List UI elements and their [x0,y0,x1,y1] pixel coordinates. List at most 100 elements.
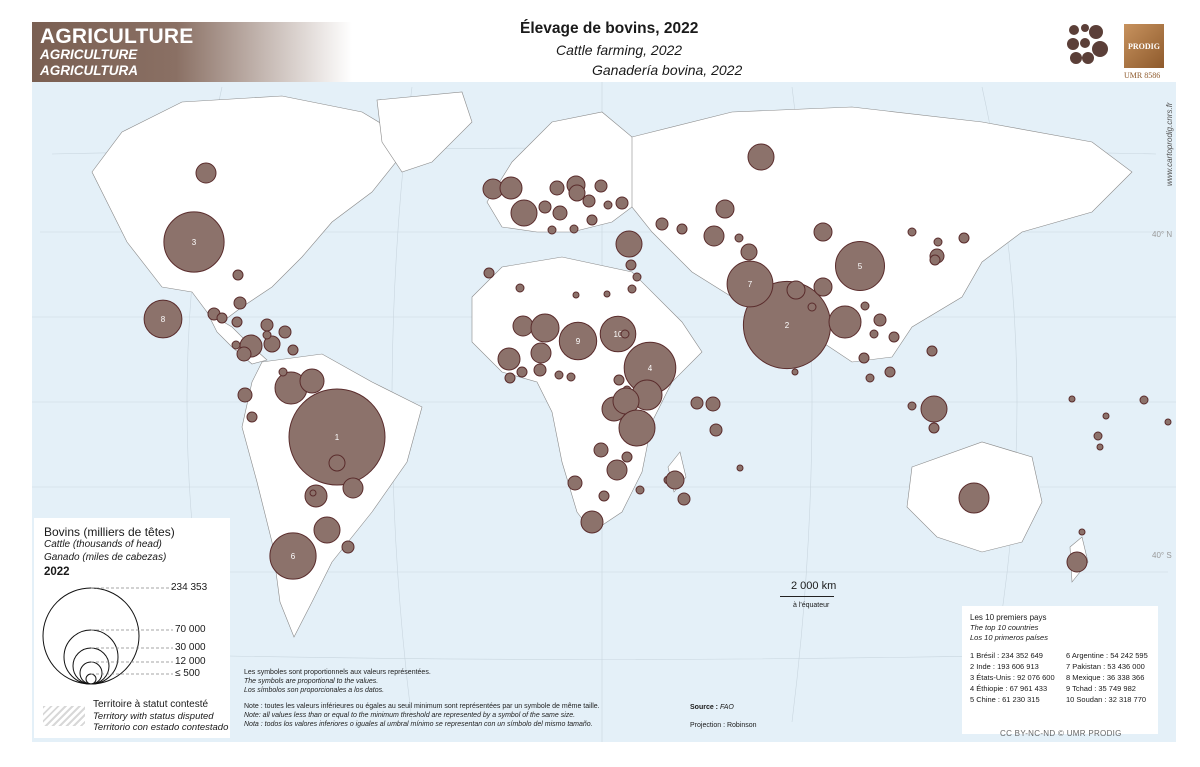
cattle-symbol [582,194,596,208]
cattle-symbol [216,312,228,324]
category-band [32,22,352,82]
cattle-symbol [618,409,656,447]
cattle-symbol [299,368,325,394]
legend-value-max: 234 353 [171,582,208,593]
cattle-symbol [958,482,990,514]
cattle-symbol-rank-label: 3 [192,238,197,247]
top10-row: 2 Inde : 193 606 913 [970,662,1039,671]
cattle-symbol-10 [599,315,637,353]
projection-label: Projection : Robinson [690,722,757,729]
cattle-symbol [572,291,580,299]
category-fr: AGRICULTURE [40,25,194,48]
top10-box: Les 10 premiers pays The top 10 countrie… [962,606,1158,734]
note-min-en: Note: all values less than or equal to t… [244,712,576,719]
top10-row: 10 Soudan : 32 318 770 [1066,695,1147,704]
cattle-symbol [313,516,341,544]
source-value: FAO [719,704,734,711]
scale-value: 2 000 km [791,580,837,592]
cattle-symbol [621,451,633,463]
legend-value-12000: 12 000 [175,656,206,667]
disputed-label-es: Territorio con estado contestado [93,722,229,733]
cattle-symbol [958,232,970,244]
cattle-symbol [530,313,560,343]
legend-circle-30000 [72,647,110,685]
cattle-symbol [929,254,941,266]
cattle-symbol [504,372,516,384]
cattle-symbol [620,329,630,339]
cattle-symbol-rank-label: 7 [748,280,753,289]
cattle-symbol-6 [269,532,317,580]
note-prop-fr: Les symboles sont proportionnels aux val… [244,669,431,676]
cattle-symbol [606,459,628,481]
legend-value-30000: 30 000 [175,642,206,653]
note-min-fr: Note : toutes les valeurs inférieures ou… [244,703,600,710]
cattle-symbol [1096,443,1104,451]
cattle-symbol-rank-label: 2 [785,321,790,330]
top10-row: 1 Brésil : 234 352 649 [970,651,1043,660]
cattle-symbol [594,179,608,193]
cattle-symbol [813,277,833,297]
cattle-symbol [231,340,241,350]
cattle-symbol [1164,418,1172,426]
cattle-symbol [593,442,609,458]
cattle-symbol [309,489,317,497]
note-prop-en: The symbols are proportional to the valu… [244,678,379,685]
cattle-symbol [516,366,528,378]
cattle-symbol [625,259,637,271]
cattle-symbol [676,223,688,235]
cattle-symbol-rank-label: 5 [858,262,863,271]
disputed-label-en: Territory with status disputed [93,711,214,722]
cattle-symbol [632,272,642,282]
lat-label-40n: 40° N [1152,230,1173,239]
source-line: Source : FAO [690,704,734,711]
cattle-symbol-5 [835,241,885,291]
cattle-symbol-rank-label: 10 [614,330,623,339]
cattle-symbol [552,205,568,221]
top10-title-es: Los 10 primeros países [970,633,1048,642]
cattle-symbol [734,233,744,243]
note-prop-es: Los símbolos son proporcionales a los da… [244,687,385,694]
cattle-symbol [705,396,721,412]
cattle-symbol [933,237,943,247]
scale-note: à l'équateur [793,602,830,609]
cattle-symbol [603,290,611,298]
cattle-symbol [342,477,364,499]
legend-circle-12000 [79,661,103,685]
cattle-symbol [499,176,523,200]
cattle-symbol [567,475,583,491]
legend-circle-500 [85,673,97,685]
cattle-symbol-1 [288,388,386,486]
cattle-symbol [740,243,758,261]
cattle-symbol [260,318,274,332]
cattle-symbol-8 [143,299,183,339]
cattle-symbol [1093,431,1103,441]
cattle-symbol [860,301,870,311]
cattle-symbol [1102,412,1110,420]
cattle-symbols-layer: 1 2 3 4 5 6 7 8 9 10 [143,143,1172,580]
cattle-symbol [665,470,685,490]
top10-row: 9 Tchad : 35 749 982 [1066,684,1136,693]
world-map: 1 2 3 4 5 6 7 8 9 10 [32,82,1176,742]
cattle-symbol [236,346,252,362]
prodig-logo: PRODIG [1124,24,1164,68]
note-min-es: Nota : todos los valores inferiores o ig… [244,721,593,728]
cattle-symbol [635,485,645,495]
cattle-symbol [263,335,281,353]
cattle-symbol [483,267,495,279]
prodig-dots-logo [1067,24,1108,64]
cattle-symbol-9 [558,321,598,361]
disputed-label-fr: Territoire à statut contesté [93,699,209,710]
cattle-symbol [497,347,521,371]
top10-title-fr: Les 10 premiers pays [970,613,1047,622]
cattle-symbol [512,315,534,337]
cattle-symbol-rank-label: 8 [161,315,166,324]
cattle-symbol-rank-label: 9 [576,337,581,346]
cattle-symbol [613,374,625,386]
cattle-symbol [813,222,833,242]
cattle-symbol [920,395,948,423]
cattle-symbol-3 [163,211,225,273]
top10-row: 7 Pakistan : 53 436 000 [1066,662,1145,671]
cattle-symbol [709,423,723,437]
cattle-symbol [858,352,870,364]
cattle-symbol [926,345,938,357]
